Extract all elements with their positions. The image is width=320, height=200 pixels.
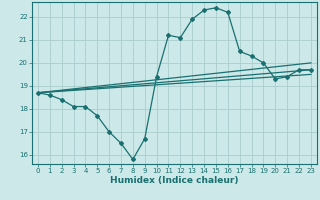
X-axis label: Humidex (Indice chaleur): Humidex (Indice chaleur) [110,176,239,185]
